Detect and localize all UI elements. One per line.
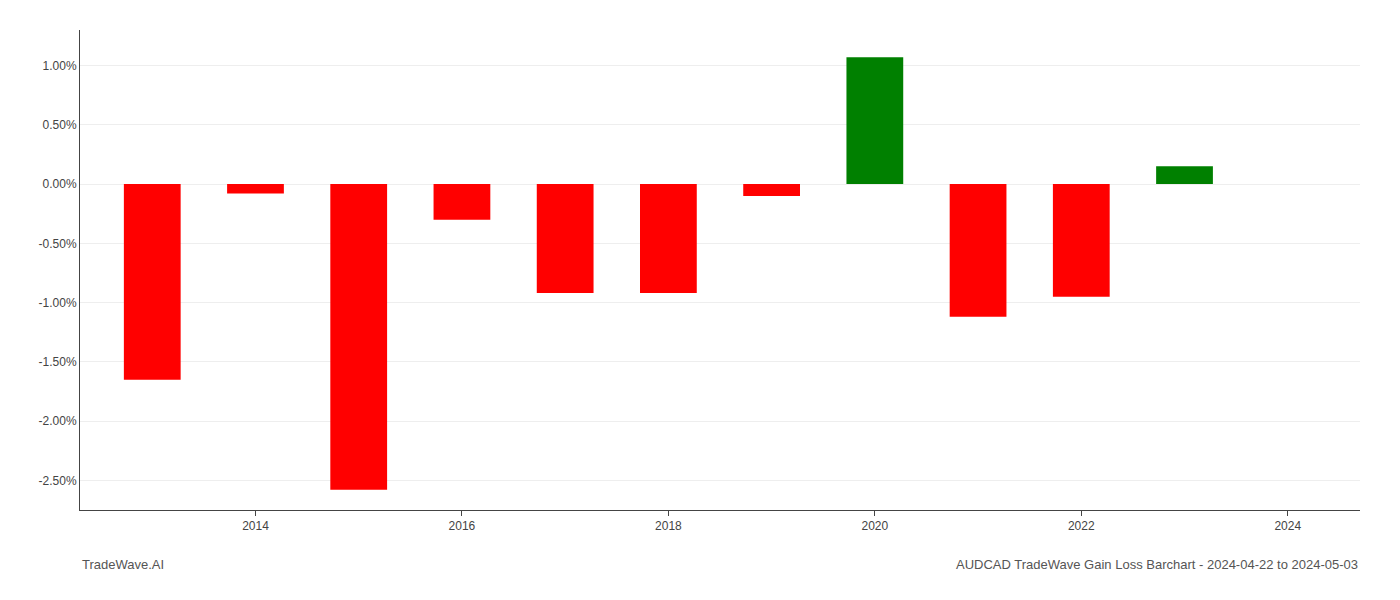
svg-text:-1.00%: -1.00%	[39, 296, 77, 310]
svg-text:0.50%: 0.50%	[43, 118, 77, 132]
svg-text:2016: 2016	[449, 519, 476, 533]
svg-text:1.00%: 1.00%	[43, 59, 77, 73]
svg-text:2020: 2020	[861, 519, 888, 533]
svg-text:-2.00%: -2.00%	[39, 414, 77, 428]
svg-text:-2.50%: -2.50%	[39, 474, 77, 488]
svg-text:2022: 2022	[1068, 519, 1095, 533]
svg-text:2018: 2018	[655, 519, 682, 533]
svg-text:-1.50%: -1.50%	[39, 355, 77, 369]
svg-text:AUDCAD TradeWave Gain Loss Bar: AUDCAD TradeWave Gain Loss Barchart - 20…	[956, 557, 1358, 572]
svg-text:-0.50%: -0.50%	[39, 237, 77, 251]
svg-text:2024: 2024	[1274, 519, 1301, 533]
svg-text:2014: 2014	[242, 519, 269, 533]
svg-text:0.00%: 0.00%	[43, 177, 77, 191]
svg-text:TradeWave.AI: TradeWave.AI	[82, 557, 164, 572]
